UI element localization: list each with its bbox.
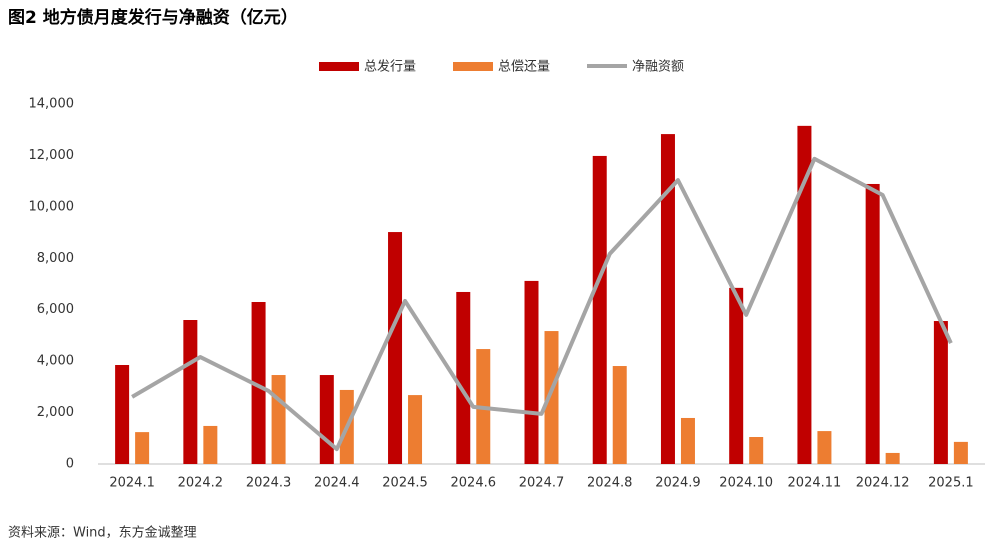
bar — [251, 302, 266, 464]
x-tick-label: 2025.1 — [928, 476, 974, 491]
x-tick-label: 2024.12 — [856, 476, 910, 491]
x-tick-label: 2024.2 — [178, 476, 224, 491]
bar — [817, 431, 832, 464]
bar — [388, 232, 403, 464]
x-tick-label: 2024.9 — [655, 476, 701, 491]
bar — [933, 321, 948, 464]
bar — [183, 320, 198, 464]
bar — [203, 425, 218, 464]
x-tick-label: 2024.10 — [719, 476, 773, 491]
x-tick-label: 2024.1 — [109, 476, 155, 491]
bar — [797, 125, 812, 464]
bar — [680, 417, 695, 464]
x-tick-label: 2024.6 — [451, 476, 497, 491]
x-tick-label: 2024.4 — [314, 476, 360, 491]
y-tick-label: 0 — [66, 457, 74, 472]
x-tick-label: 2024.7 — [519, 476, 565, 491]
x-tick-label: 2024.3 — [246, 476, 292, 491]
bar — [865, 183, 880, 464]
chart-title: 图2 地方债月度发行与净融资（亿元） — [8, 7, 298, 28]
bar — [729, 287, 744, 464]
bar — [115, 365, 130, 464]
bar — [456, 291, 471, 464]
bar — [660, 134, 675, 465]
bar — [319, 375, 334, 464]
legend-swatch — [453, 62, 493, 71]
y-tick-label: 14,000 — [29, 97, 75, 112]
bar — [408, 395, 423, 464]
bar — [612, 366, 627, 464]
x-tick-label: 2024.5 — [382, 476, 428, 491]
bar — [544, 331, 559, 464]
bar — [524, 280, 539, 464]
y-tick-label: 12,000 — [29, 148, 75, 163]
y-tick-label: 4,000 — [37, 354, 74, 369]
line — [131, 156, 953, 452]
legend-label: 总发行量 — [364, 59, 416, 75]
y-tick-label: 10,000 — [29, 199, 75, 214]
legend-swatch — [319, 62, 359, 71]
legend-label: 净融资额 — [632, 60, 684, 75]
bar — [271, 375, 286, 464]
bar — [135, 432, 150, 464]
x-tick-label: 2024.11 — [788, 476, 842, 491]
bar — [953, 441, 968, 464]
y-tick-label: 6,000 — [37, 302, 74, 317]
legend-label: 总偿还量 — [498, 60, 550, 75]
y-tick-label: 2,000 — [37, 405, 74, 420]
y-tick-label: 8,000 — [37, 251, 74, 266]
x-tick-label: 2024.8 — [587, 476, 633, 491]
bar — [885, 452, 900, 464]
source-note: 资料来源：Wind，东方金诚整理 — [8, 525, 197, 541]
bar — [592, 155, 607, 464]
bar — [749, 437, 764, 464]
